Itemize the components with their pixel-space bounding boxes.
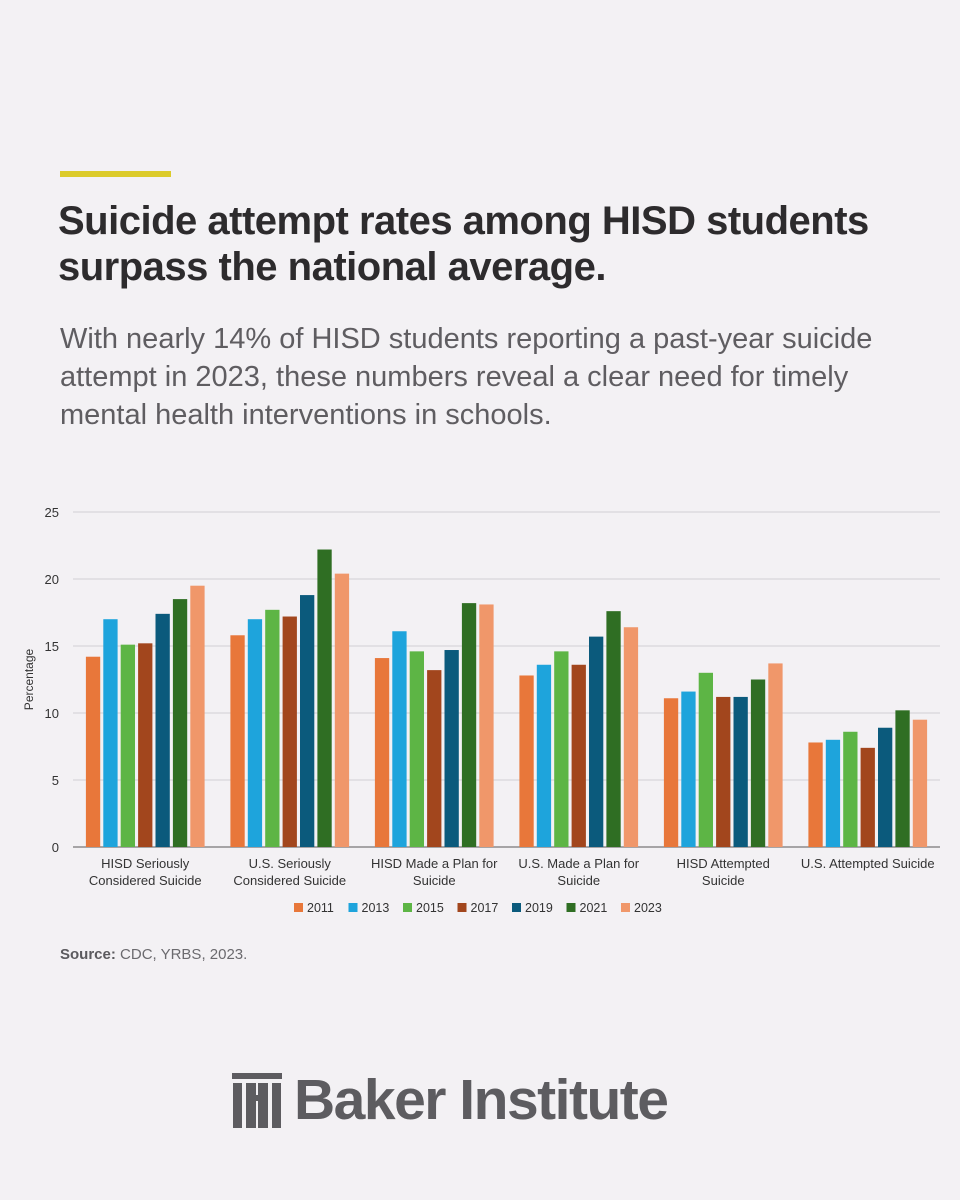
bar: [317, 549, 332, 847]
legend-label: 2011: [307, 901, 334, 915]
accent-rule: [60, 171, 171, 177]
x-tick-label: Suicide: [413, 873, 456, 888]
bar: [733, 696, 748, 847]
bar: [265, 609, 280, 847]
bar: [698, 672, 713, 847]
bar: [190, 585, 205, 847]
bar: [554, 651, 569, 847]
bar: [155, 613, 170, 847]
bar: [85, 656, 101, 847]
grouped-bar-chart: 0 5 10 15 20 25 Percentage HISD Seriously Consid…: [22, 505, 940, 915]
bar: [768, 663, 783, 847]
bar: [300, 595, 315, 847]
y-tick-label: 15: [45, 639, 59, 654]
bar: [843, 731, 858, 847]
bar: [606, 611, 621, 847]
y-axis-label: Percentage: [22, 648, 36, 710]
bar: [444, 650, 459, 847]
bar: [825, 739, 841, 847]
bar: [427, 670, 442, 847]
legend-swatch: [566, 903, 576, 912]
bar: [103, 619, 118, 847]
bar: [461, 603, 477, 847]
legend-label: 2017: [471, 901, 499, 915]
bar: [716, 696, 731, 847]
bar: [392, 631, 407, 847]
legend-swatch: [512, 903, 521, 912]
bar: [895, 710, 910, 847]
x-tick-label: Considered Suicide: [233, 873, 346, 888]
bar: [536, 664, 552, 847]
x-tick-label: Considered Suicide: [89, 873, 202, 888]
legend-label: 2023: [634, 901, 662, 915]
bar: [334, 573, 350, 847]
bar: [519, 675, 534, 847]
legend-label: 2019: [525, 901, 553, 915]
legend-label: 2013: [362, 901, 390, 915]
logo-text: Baker Institute: [294, 1068, 669, 1132]
bar: [138, 643, 153, 847]
bar: [912, 719, 928, 847]
y-tick-label: 25: [45, 505, 59, 520]
bar: [878, 727, 893, 847]
x-tick-label: HISD Made a Plan for: [371, 856, 498, 871]
bar: [663, 698, 679, 847]
source-text: CDC, YRBS, 2023.: [120, 946, 248, 963]
x-tick-label: Suicide: [557, 873, 600, 888]
legend-label: 2015: [416, 901, 444, 915]
bar: [860, 747, 875, 847]
x-tick-label: U.S. Made a Plan for: [518, 856, 639, 871]
y-tick-label: 0: [52, 840, 59, 855]
page-title: Suicide attempt rates among HISD student…: [58, 199, 869, 289]
legend-swatch: [348, 903, 358, 912]
bar: [374, 658, 390, 847]
bar: [681, 691, 696, 847]
bar: [120, 644, 135, 847]
x-tick-label: Suicide: [702, 873, 745, 888]
y-tick-label: 10: [45, 706, 59, 721]
legend-swatch: [403, 903, 412, 912]
x-tick-label: HISD Attempted: [677, 856, 770, 871]
bar: [750, 679, 766, 847]
legend-swatch: [457, 903, 467, 912]
y-tick-label: 5: [52, 773, 59, 788]
source-label: Source:: [60, 946, 116, 963]
bar: [589, 636, 604, 847]
bar: [571, 664, 586, 847]
chart-container: 0 5 10 15 20 25 Percentage HISD Seriously Consid…: [0, 495, 960, 935]
legend-label: 2021: [580, 901, 608, 915]
baker-institute-logo: Baker Institute: [232, 1068, 669, 1132]
bar: [479, 604, 494, 847]
y-tick-label: 20: [45, 572, 59, 587]
x-tick-label: HISD Seriously: [101, 856, 190, 871]
page-subtitle: With nearly 14% of HISD students reporti…: [60, 323, 873, 431]
bar: [409, 651, 424, 847]
bar: [282, 616, 297, 847]
legend-swatch: [294, 903, 303, 912]
baker-institute-columns-icon: [232, 1073, 282, 1128]
bar: [230, 635, 245, 847]
legend-swatch: [621, 903, 630, 912]
x-tick-label: U.S. Attempted Suicide: [801, 856, 935, 871]
source-note: Source: CDC, YRBS, 2023.: [60, 946, 247, 963]
bar: [247, 619, 263, 847]
x-tick-label: U.S. Seriously: [249, 856, 332, 871]
bar: [808, 742, 823, 847]
bar: [623, 627, 639, 847]
bar: [172, 599, 188, 847]
